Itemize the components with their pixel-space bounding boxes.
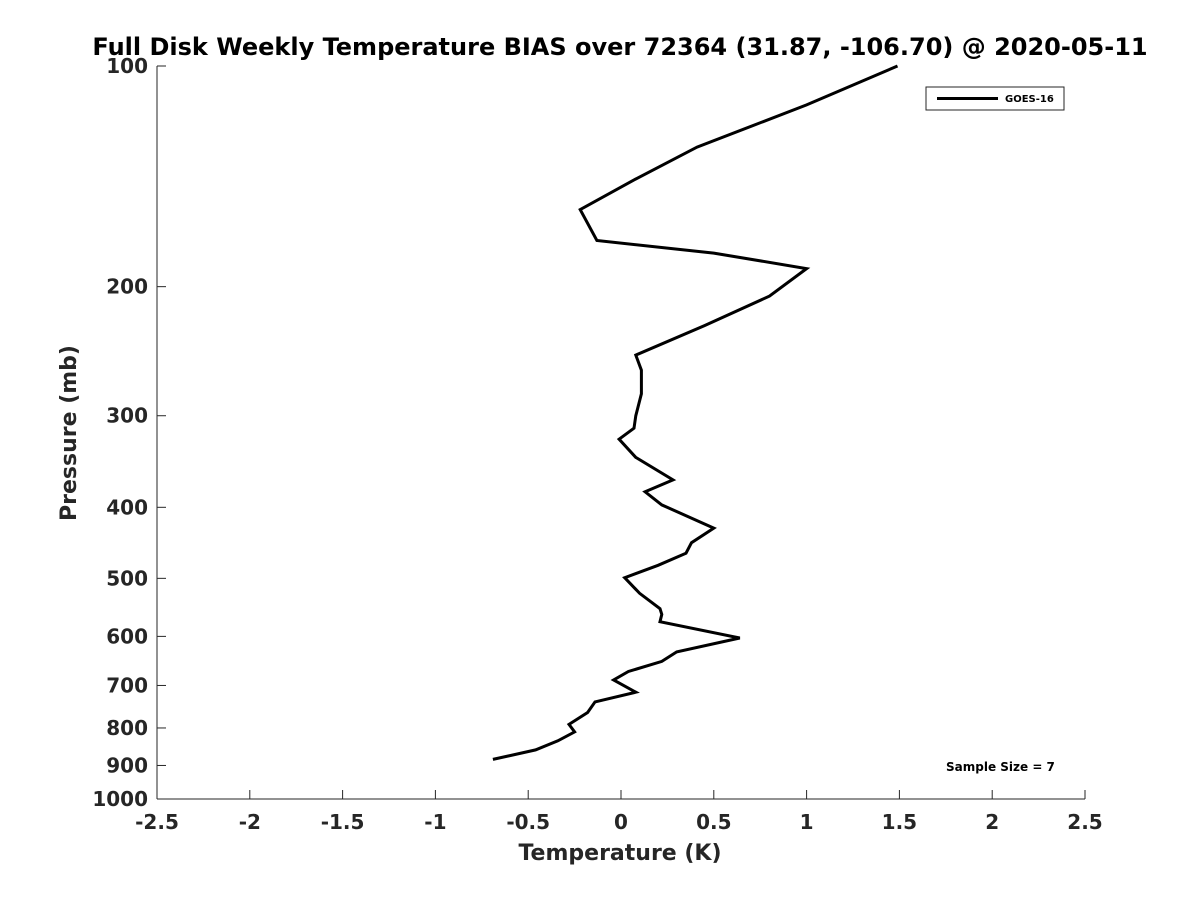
x-tick-label: 2.5 [1067, 810, 1102, 834]
y-tick-label: 1000 [92, 787, 148, 811]
x-tick-label: -0.5 [506, 810, 550, 834]
y-tick-label: 200 [106, 275, 148, 299]
y-tick-label: 700 [106, 673, 148, 697]
x-tick-label: 0 [614, 810, 628, 834]
series-layer [492, 64, 899, 761]
y-tick-label: 800 [106, 716, 148, 740]
x-axis-ticks: -2.5 -2 -1.5 -1 -0.5 0 0.5 1 1.5 2 2.5 [135, 790, 1103, 834]
y-tick-label: 600 [106, 624, 148, 648]
x-tick-label: 1 [800, 810, 814, 834]
x-tick-label: -2 [239, 810, 261, 834]
y-axis-ticks: 100 200 300 400 500 600 700 800 900 1000 [92, 54, 166, 811]
y-tick-label: 400 [106, 495, 148, 519]
legend-label-goes-16: GOES-16 [1005, 94, 1054, 105]
chart-title: Full Disk Weekly Temperature BIAS over 7… [92, 33, 1147, 61]
axes-layer [156, 66, 1085, 800]
y-tick-label: 900 [106, 753, 148, 777]
y-tick-label: 300 [106, 404, 148, 428]
series-line-goes-16 [492, 64, 899, 761]
x-tick-label: 1.5 [882, 810, 917, 834]
x-axis-label: Temperature (K) [518, 841, 721, 866]
x-tick-label: 2 [985, 810, 999, 834]
legend: GOES-16 [925, 86, 1065, 111]
y-axis-label: Pressure (mb) [57, 345, 82, 521]
y-tick-label: 500 [106, 566, 148, 590]
x-tick-label: -1.5 [321, 810, 365, 834]
sample-size-annotation: Sample Size = 7 [946, 760, 1055, 774]
x-tick-label: -2.5 [135, 810, 179, 834]
x-tick-label: -1 [424, 810, 446, 834]
y-tick-label: 100 [106, 54, 148, 78]
x-tick-label: 0.5 [696, 810, 731, 834]
